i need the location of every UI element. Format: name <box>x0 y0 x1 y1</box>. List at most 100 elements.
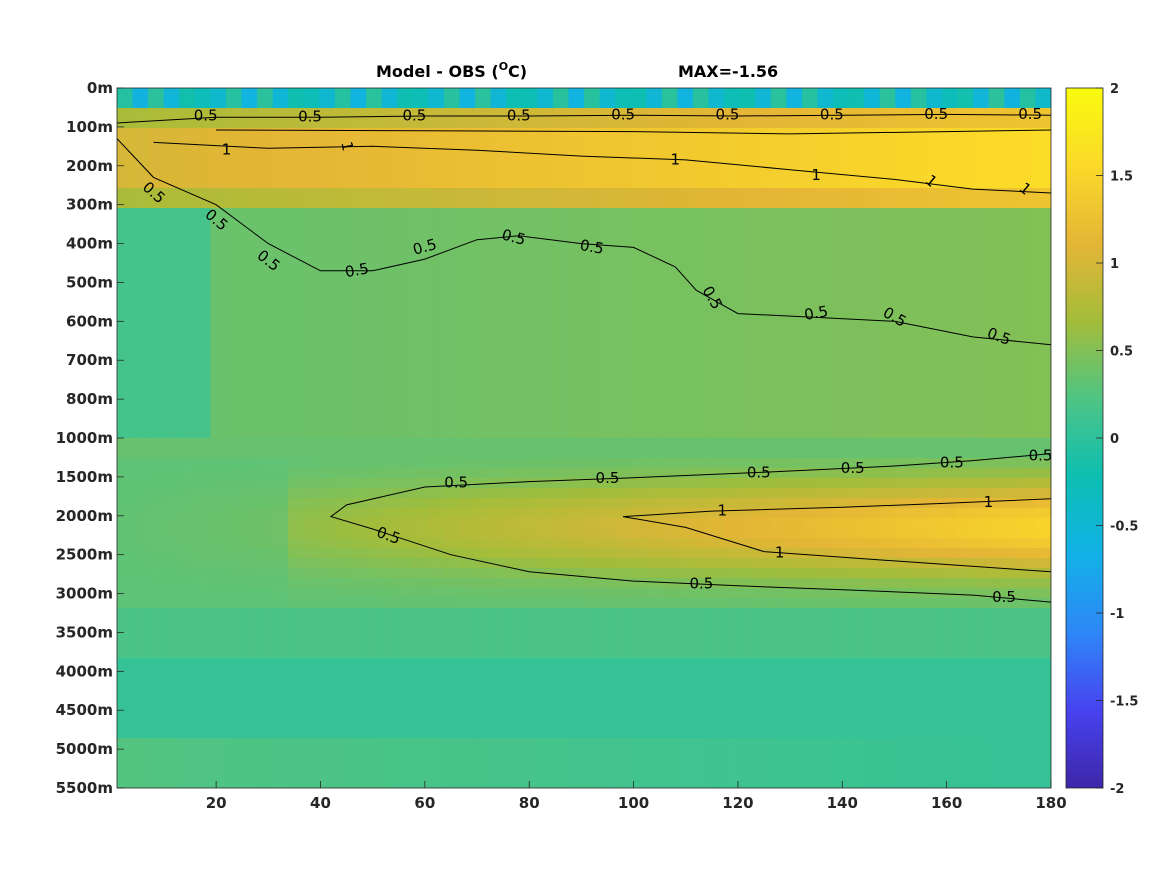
heatmap-cell <box>1019 678 1037 689</box>
heatmap-cell <box>677 178 694 189</box>
heatmap-cell <box>692 228 710 239</box>
heatmap-cell <box>692 618 710 629</box>
heatmap-cell <box>646 138 663 149</box>
x-tick-label: 120 <box>722 794 753 812</box>
heatmap-cell <box>692 678 710 689</box>
heatmap-cell <box>521 468 538 479</box>
heatmap-cell <box>257 228 274 239</box>
heatmap-cell <box>646 308 663 319</box>
heatmap-cell <box>817 208 834 219</box>
heatmap-cell <box>692 638 710 649</box>
heatmap-cell <box>864 98 881 109</box>
heatmap-cell <box>942 478 959 489</box>
heatmap-cell <box>303 698 320 709</box>
heatmap-cell <box>817 418 834 429</box>
heatmap-cell <box>148 428 165 439</box>
heatmap-cell <box>303 728 320 739</box>
heatmap-cell <box>584 528 601 539</box>
heatmap-cell <box>957 308 974 319</box>
heatmap-cell <box>615 758 632 769</box>
heatmap-cell <box>584 778 601 788</box>
heatmap-cell <box>957 598 974 609</box>
heatmap-cell <box>942 528 959 539</box>
heatmap-cell <box>988 688 1005 699</box>
heatmap-cell <box>895 598 912 609</box>
heatmap-cell <box>677 668 694 679</box>
heatmap-cell <box>833 288 850 299</box>
heatmap-cell <box>770 548 787 559</box>
heatmap-cell <box>848 398 865 409</box>
heatmap-cell <box>568 648 585 659</box>
heatmap-cell <box>537 668 554 679</box>
heatmap-cell <box>848 548 865 559</box>
heatmap-cell <box>910 488 928 499</box>
heatmap-cell <box>630 298 647 309</box>
heatmap-cell <box>366 688 383 699</box>
heatmap-cell <box>957 778 974 788</box>
heatmap-cell <box>552 708 570 719</box>
heatmap-cell <box>210 678 227 689</box>
heatmap-cell <box>864 618 881 629</box>
heatmap-cell <box>739 448 756 459</box>
heatmap-cell <box>864 438 881 449</box>
heatmap-cell <box>957 128 974 139</box>
heatmap-cell <box>257 188 274 199</box>
heatmap-cell <box>677 318 694 329</box>
heatmap-cell <box>459 348 476 359</box>
heatmap-cell <box>179 348 196 359</box>
heatmap-cell <box>926 118 943 129</box>
heatmap-cell <box>241 568 258 579</box>
heatmap-cell <box>692 748 710 759</box>
heatmap-cell <box>475 768 492 779</box>
heatmap-cell <box>895 608 912 619</box>
heatmap-cell <box>724 518 741 529</box>
heatmap-cell <box>272 478 289 489</box>
heatmap-cell <box>272 758 289 769</box>
heatmap-cell <box>786 488 803 499</box>
heatmap-cell <box>661 338 678 349</box>
heatmap-cell <box>381 108 398 119</box>
heatmap-cell <box>552 408 570 419</box>
heatmap-cell <box>537 468 554 479</box>
heatmap-cell <box>770 558 787 569</box>
heatmap-cell <box>475 368 492 379</box>
heatmap-cell <box>303 148 320 159</box>
heatmap-cell <box>770 168 787 179</box>
heatmap-cell <box>942 548 959 559</box>
heatmap-cell <box>910 198 928 209</box>
heatmap-cell <box>163 88 180 99</box>
heatmap-cell <box>490 298 507 309</box>
heatmap-cell <box>428 528 445 539</box>
heatmap-cell <box>692 358 710 369</box>
heatmap-cell <box>1035 538 1051 549</box>
heatmap-cell <box>117 148 134 159</box>
heatmap-cell <box>801 598 819 609</box>
heatmap-cell <box>412 588 429 599</box>
heatmap-cell <box>630 158 647 169</box>
heatmap-cell <box>848 768 865 779</box>
heatmap-cell <box>646 728 663 739</box>
heatmap-cell <box>163 628 180 639</box>
heatmap-cell <box>957 208 974 219</box>
heatmap-cell <box>988 438 1005 449</box>
heatmap-cell <box>677 158 694 169</box>
heatmap-cell <box>303 458 320 469</box>
heatmap-cell <box>615 128 632 139</box>
heatmap-cell <box>848 528 865 539</box>
heatmap-cell <box>661 608 678 619</box>
heatmap-cell <box>443 748 461 759</box>
heatmap-cell <box>194 308 211 319</box>
heatmap-cell <box>568 288 585 299</box>
heatmap-cell <box>521 508 538 519</box>
heatmap-cell <box>475 578 492 589</box>
heatmap-cell <box>163 578 180 589</box>
heatmap-cell <box>225 448 243 459</box>
heatmap-cell <box>879 258 896 269</box>
heatmap-cell <box>646 248 663 259</box>
heatmap-cell <box>366 208 383 219</box>
heatmap-cell <box>179 588 196 599</box>
heatmap-cell <box>786 158 803 169</box>
heatmap-cell <box>786 778 803 788</box>
heatmap-cell <box>459 678 476 689</box>
heatmap-cell <box>194 468 211 479</box>
